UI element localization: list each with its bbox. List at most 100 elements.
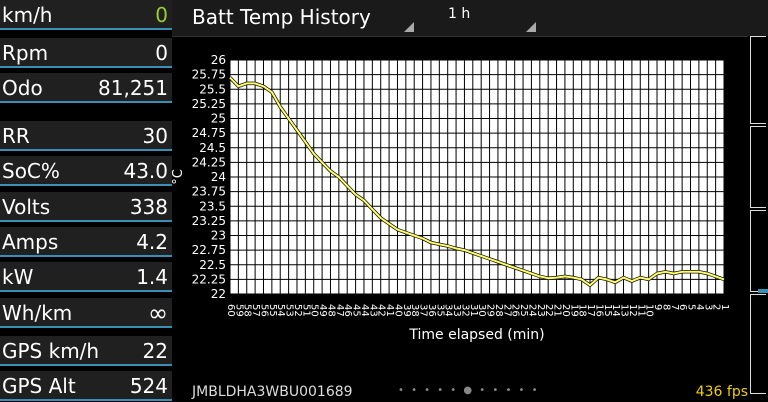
y-tick-label: 22.25 [192, 272, 226, 286]
amps-gauge[interactable]: Amps 4.2 [0, 227, 172, 257]
gps-speed-value: 22 [142, 339, 168, 363]
x-tick-label: 37 [418, 304, 429, 317]
y-tick-label: 23 [211, 229, 226, 243]
gps-alt-value: 524 [129, 374, 168, 398]
x-tick-label: 57 [250, 304, 261, 317]
rpm-gauge[interactable]: Rpm 0 [0, 38, 172, 68]
y-tick-label: 22 [211, 287, 226, 301]
y-tick-label: 25.25 [192, 97, 226, 111]
vin-text: JMBLDHA3WBU001689 [192, 384, 353, 400]
panel-tab-3[interactable] [750, 210, 766, 292]
y-tick-label: 24.75 [192, 126, 226, 140]
x-axis-label: Time elapsed (min) [408, 327, 544, 343]
x-tick-label: 30 [476, 304, 487, 317]
panel-tab-4[interactable] [750, 294, 766, 394]
batt-temp-chart: 2222.2522.522.752323.2523.523.752424.252… [172, 53, 730, 343]
x-tick-label: 55 [267, 304, 278, 317]
rpm-label: Rpm [2, 41, 49, 65]
gps-alt-label: GPS Alt [2, 374, 76, 398]
soc-value: 43.0 [123, 159, 168, 183]
series-layer [228, 76, 725, 287]
x-tick-label: 13 [619, 304, 630, 317]
x-tick-label: 47 [334, 304, 345, 317]
y-tick-label: 26 [211, 53, 226, 67]
rr-gauge[interactable]: RR 30 [0, 121, 172, 151]
rr-label: RR [2, 124, 30, 148]
x-tick-label: 16 [593, 304, 604, 317]
volts-value: 338 [129, 195, 168, 219]
odo-value: 81,251 [98, 76, 168, 100]
gauge-sidebar: km/h 0 Rpm 0 Odo 81,251 RR 30 SoC% 43.0 … [0, 0, 172, 402]
page-dots[interactable]: • • • • • ● • • • • • [398, 385, 540, 396]
x-tick-label: 4 [694, 304, 705, 310]
chart-title: Batt Temp History [192, 5, 371, 29]
soc-label: SoC% [2, 159, 60, 183]
y-tick-label: 24.5 [199, 141, 226, 155]
x-tick-label: 24 [526, 304, 537, 317]
gps-alt-gauge[interactable]: GPS Alt 524 [0, 371, 172, 401]
volts-label: Volts [2, 195, 51, 219]
x-tick-label: 58 [242, 304, 253, 317]
speed-gauge[interactable]: km/h 0 [0, 0, 172, 30]
x-tick-label: 45 [351, 304, 362, 317]
x-tick-label: 33 [451, 304, 462, 317]
x-tick-label: 38 [409, 304, 420, 317]
y-tick-label: 22.5 [199, 258, 226, 272]
kw-label: kW [2, 265, 34, 289]
chart-type-dropdown[interactable]: Batt Temp History [172, 0, 414, 36]
y-axis: 2222.2522.522.752323.2523.523.752424.252… [192, 53, 226, 301]
x-tick-label: 54 [275, 304, 286, 317]
x-axis: 6059585756555453525150494847464544434241… [225, 304, 730, 317]
x-tick-label: 53 [284, 304, 295, 317]
volts-gauge[interactable]: Volts 338 [0, 192, 172, 222]
x-tick-label: 3 [702, 304, 713, 310]
x-tick-label: 42 [376, 304, 387, 317]
kw-gauge[interactable]: kW 1.4 [0, 262, 172, 292]
x-tick-label: 46 [342, 304, 353, 317]
x-tick-label: 43 [367, 304, 378, 317]
x-tick-label: 59 [233, 304, 244, 317]
panel-tab-1[interactable] [750, 36, 766, 124]
x-tick-label: 23 [535, 304, 546, 317]
x-tick-label: 29 [485, 304, 496, 317]
x-tick-label: 19 [568, 304, 579, 317]
x-tick-label: 15 [602, 304, 613, 317]
x-tick-label: 7 [669, 304, 680, 310]
x-tick-label: 28 [493, 304, 504, 317]
x-tick-label: 25 [518, 304, 529, 317]
x-tick-label: 14 [610, 304, 621, 317]
x-tick-label: 27 [501, 304, 512, 317]
time-range-value: 1 h [448, 6, 471, 22]
scroll-position-marker [758, 289, 768, 293]
amps-label: Amps [2, 230, 59, 254]
odo-gauge[interactable]: Odo 81,251 [0, 73, 172, 103]
gps-speed-label: GPS km/h [2, 339, 100, 363]
x-tick-label: 17 [585, 304, 596, 317]
y-tick-label: 24.25 [192, 155, 226, 169]
soc-gauge[interactable]: SoC% 43.0 [0, 156, 172, 186]
x-tick-label: 50 [309, 304, 320, 317]
panel-tab-2[interactable] [750, 126, 766, 208]
y-tick-label: 25.75 [192, 68, 226, 82]
time-range-dropdown[interactable]: 1 h [436, 0, 536, 36]
x-tick-label: 26 [510, 304, 521, 317]
x-tick-label: 36 [426, 304, 437, 317]
y-tick-label: 22.75 [192, 243, 226, 257]
x-tick-label: 2 [711, 304, 722, 310]
x-tick-label: 20 [560, 304, 571, 317]
whkm-label: Wh/km [2, 301, 73, 325]
dropdown-corner-icon [526, 22, 536, 32]
speed-value: 0 [155, 3, 168, 27]
x-tick-label: 31 [468, 304, 479, 317]
x-tick-label: 48 [325, 304, 336, 317]
x-tick-label: 8 [660, 304, 671, 310]
x-tick-label: 22 [543, 304, 554, 317]
gps-speed-gauge[interactable]: GPS km/h 22 [0, 336, 172, 366]
x-tick-label: 44 [359, 304, 370, 317]
x-tick-label: 11 [635, 304, 646, 317]
whkm-gauge[interactable]: Wh/km ∞ [0, 298, 172, 328]
status-bar: JMBLDHA3WBU001689 • • • • • ● • • • • • … [172, 380, 748, 402]
rpm-value: 0 [155, 41, 168, 65]
amps-value: 4.2 [136, 230, 168, 254]
series-line [229, 76, 725, 287]
